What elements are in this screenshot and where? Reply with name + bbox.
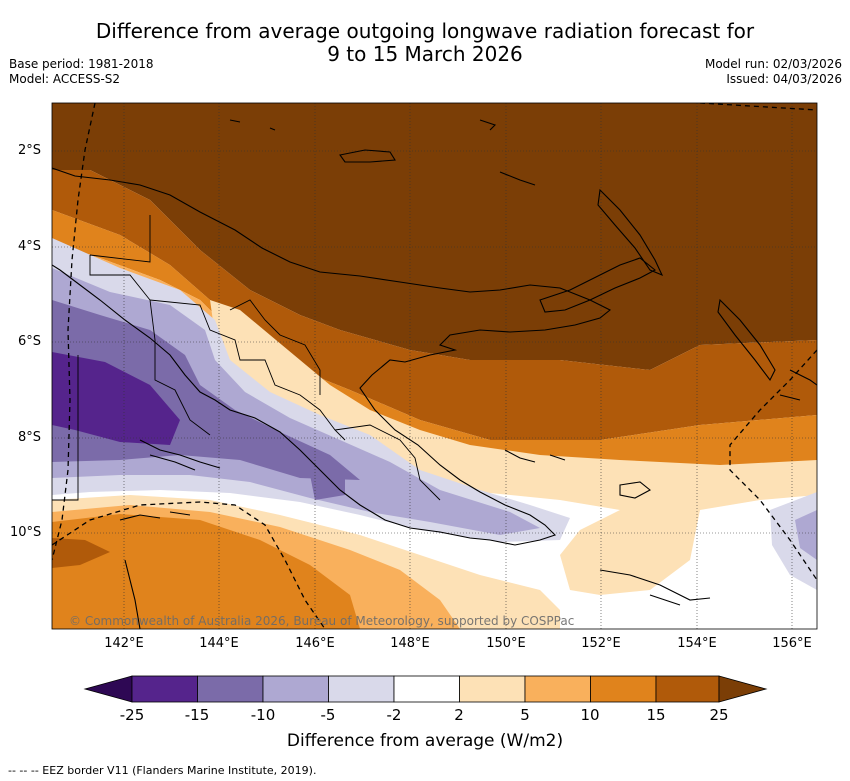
field-positive-south-15 — [52, 538, 110, 568]
colorbar-swatch-4 — [328, 675, 395, 703]
colorbar-swatch-10 — [718, 675, 768, 703]
field-strong-positive-north — [52, 103, 817, 370]
colorbar-tick: -2 — [386, 706, 402, 724]
field-positive-south-10 — [52, 514, 360, 629]
north-islands — [229, 119, 536, 186]
lat-label: 6°S — [18, 334, 42, 349]
colorbar-swatch-0 — [83, 675, 133, 703]
colorbar-tick: -25 — [119, 706, 145, 724]
lon-label: 150°E — [486, 636, 526, 651]
colorbar-tick: 15 — [646, 706, 666, 724]
title-line-2: 9 to 15 March 2026 — [327, 42, 523, 66]
dentrecasteaux-islands — [619, 481, 651, 499]
lat-label: 2°S — [18, 143, 42, 158]
map-panel — [52, 103, 817, 629]
field-positive-band-10 — [52, 210, 817, 480]
colorbar-swatch-3 — [262, 675, 329, 703]
colorbar-swatch-1 — [131, 675, 198, 703]
colorbar-swatch-8 — [590, 675, 657, 703]
model-name: Model: ACCESS-S2 — [9, 72, 121, 86]
colorbar-swatch-7 — [524, 675, 591, 703]
coastlines — [52, 119, 817, 629]
map-frame — [51, 102, 818, 630]
lon-label: 146°E — [295, 636, 335, 651]
lon-label: 144°E — [199, 636, 239, 651]
field-positive-band-2 — [210, 300, 817, 595]
copyright-notice: © Commonwealth of Australia 2026, Bureau… — [69, 614, 575, 628]
colorbar-swatch-6 — [459, 675, 526, 703]
trobriand-islands — [504, 449, 566, 463]
lat-label: 10°S — [10, 525, 42, 540]
field-negative-band-5 — [52, 268, 540, 535]
eez-borders — [52, 103, 817, 629]
colorbar — [83, 675, 768, 703]
title-line-1: Difference from average outgoing longwav… — [95, 19, 755, 43]
cape-york-coast — [124, 559, 141, 629]
colorbar-tick: 25 — [709, 706, 729, 724]
fly-river-delta — [139, 439, 221, 471]
colorbar-swatch-5 — [393, 675, 460, 703]
lon-label: 152°E — [581, 636, 621, 651]
lat-label: 4°S — [18, 239, 42, 254]
lat-label: 8°S — [18, 430, 42, 445]
colorbar-tick: -10 — [250, 706, 276, 724]
bougainville-coast — [717, 298, 776, 382]
colorbar-label: Difference from average (W/m2) — [286, 731, 564, 751]
colorbar-tick: 2 — [454, 706, 464, 724]
field-positive-band-5 — [52, 245, 817, 500]
field-negative-patch-east-inner — [795, 510, 817, 560]
chart-title: Difference from average outgoing longwav… — [0, 20, 850, 66]
new-guinea-coast — [52, 167, 612, 546]
base-period: Base period: 1981-2018 — [9, 57, 154, 71]
lon-label: 148°E — [390, 636, 430, 651]
model-run: Model run: 02/03/2026 — [704, 57, 842, 71]
lon-label: 142°E — [104, 636, 144, 651]
field-negative-patch-center — [310, 462, 345, 500]
colorbar-swatch-9 — [655, 675, 720, 703]
new-britain-coast — [539, 257, 656, 313]
colorbar-tick: -15 — [184, 706, 210, 724]
meta-left: Base period: 1981-2018 Model: ACCESS-S2 — [9, 57, 154, 87]
colorbar-swatch-2 — [197, 675, 264, 703]
eez-legend-note: -- -- -- EEZ border V11 (Flanders Marine… — [8, 764, 317, 777]
louisiade-archipelago — [599, 569, 711, 606]
issued-date: Issued: 04/03/2026 — [726, 72, 842, 86]
colorbar-tick: 10 — [580, 706, 600, 724]
lon-label: 156°E — [772, 636, 812, 651]
field-positive-band-15 — [52, 170, 817, 440]
torres-strait-islands — [119, 511, 191, 521]
province-borders — [52, 215, 441, 501]
field-negative-band-15 — [52, 352, 180, 445]
colorbar-tick: 5 — [520, 706, 530, 724]
lon-label: 154°E — [677, 636, 717, 651]
colorbar-tick: -5 — [320, 706, 336, 724]
manus-coast — [339, 149, 396, 163]
new-ireland-coast — [597, 188, 664, 277]
meta-right: Model run: 02/03/2026 Issued: 04/03/2026 — [705, 57, 842, 87]
